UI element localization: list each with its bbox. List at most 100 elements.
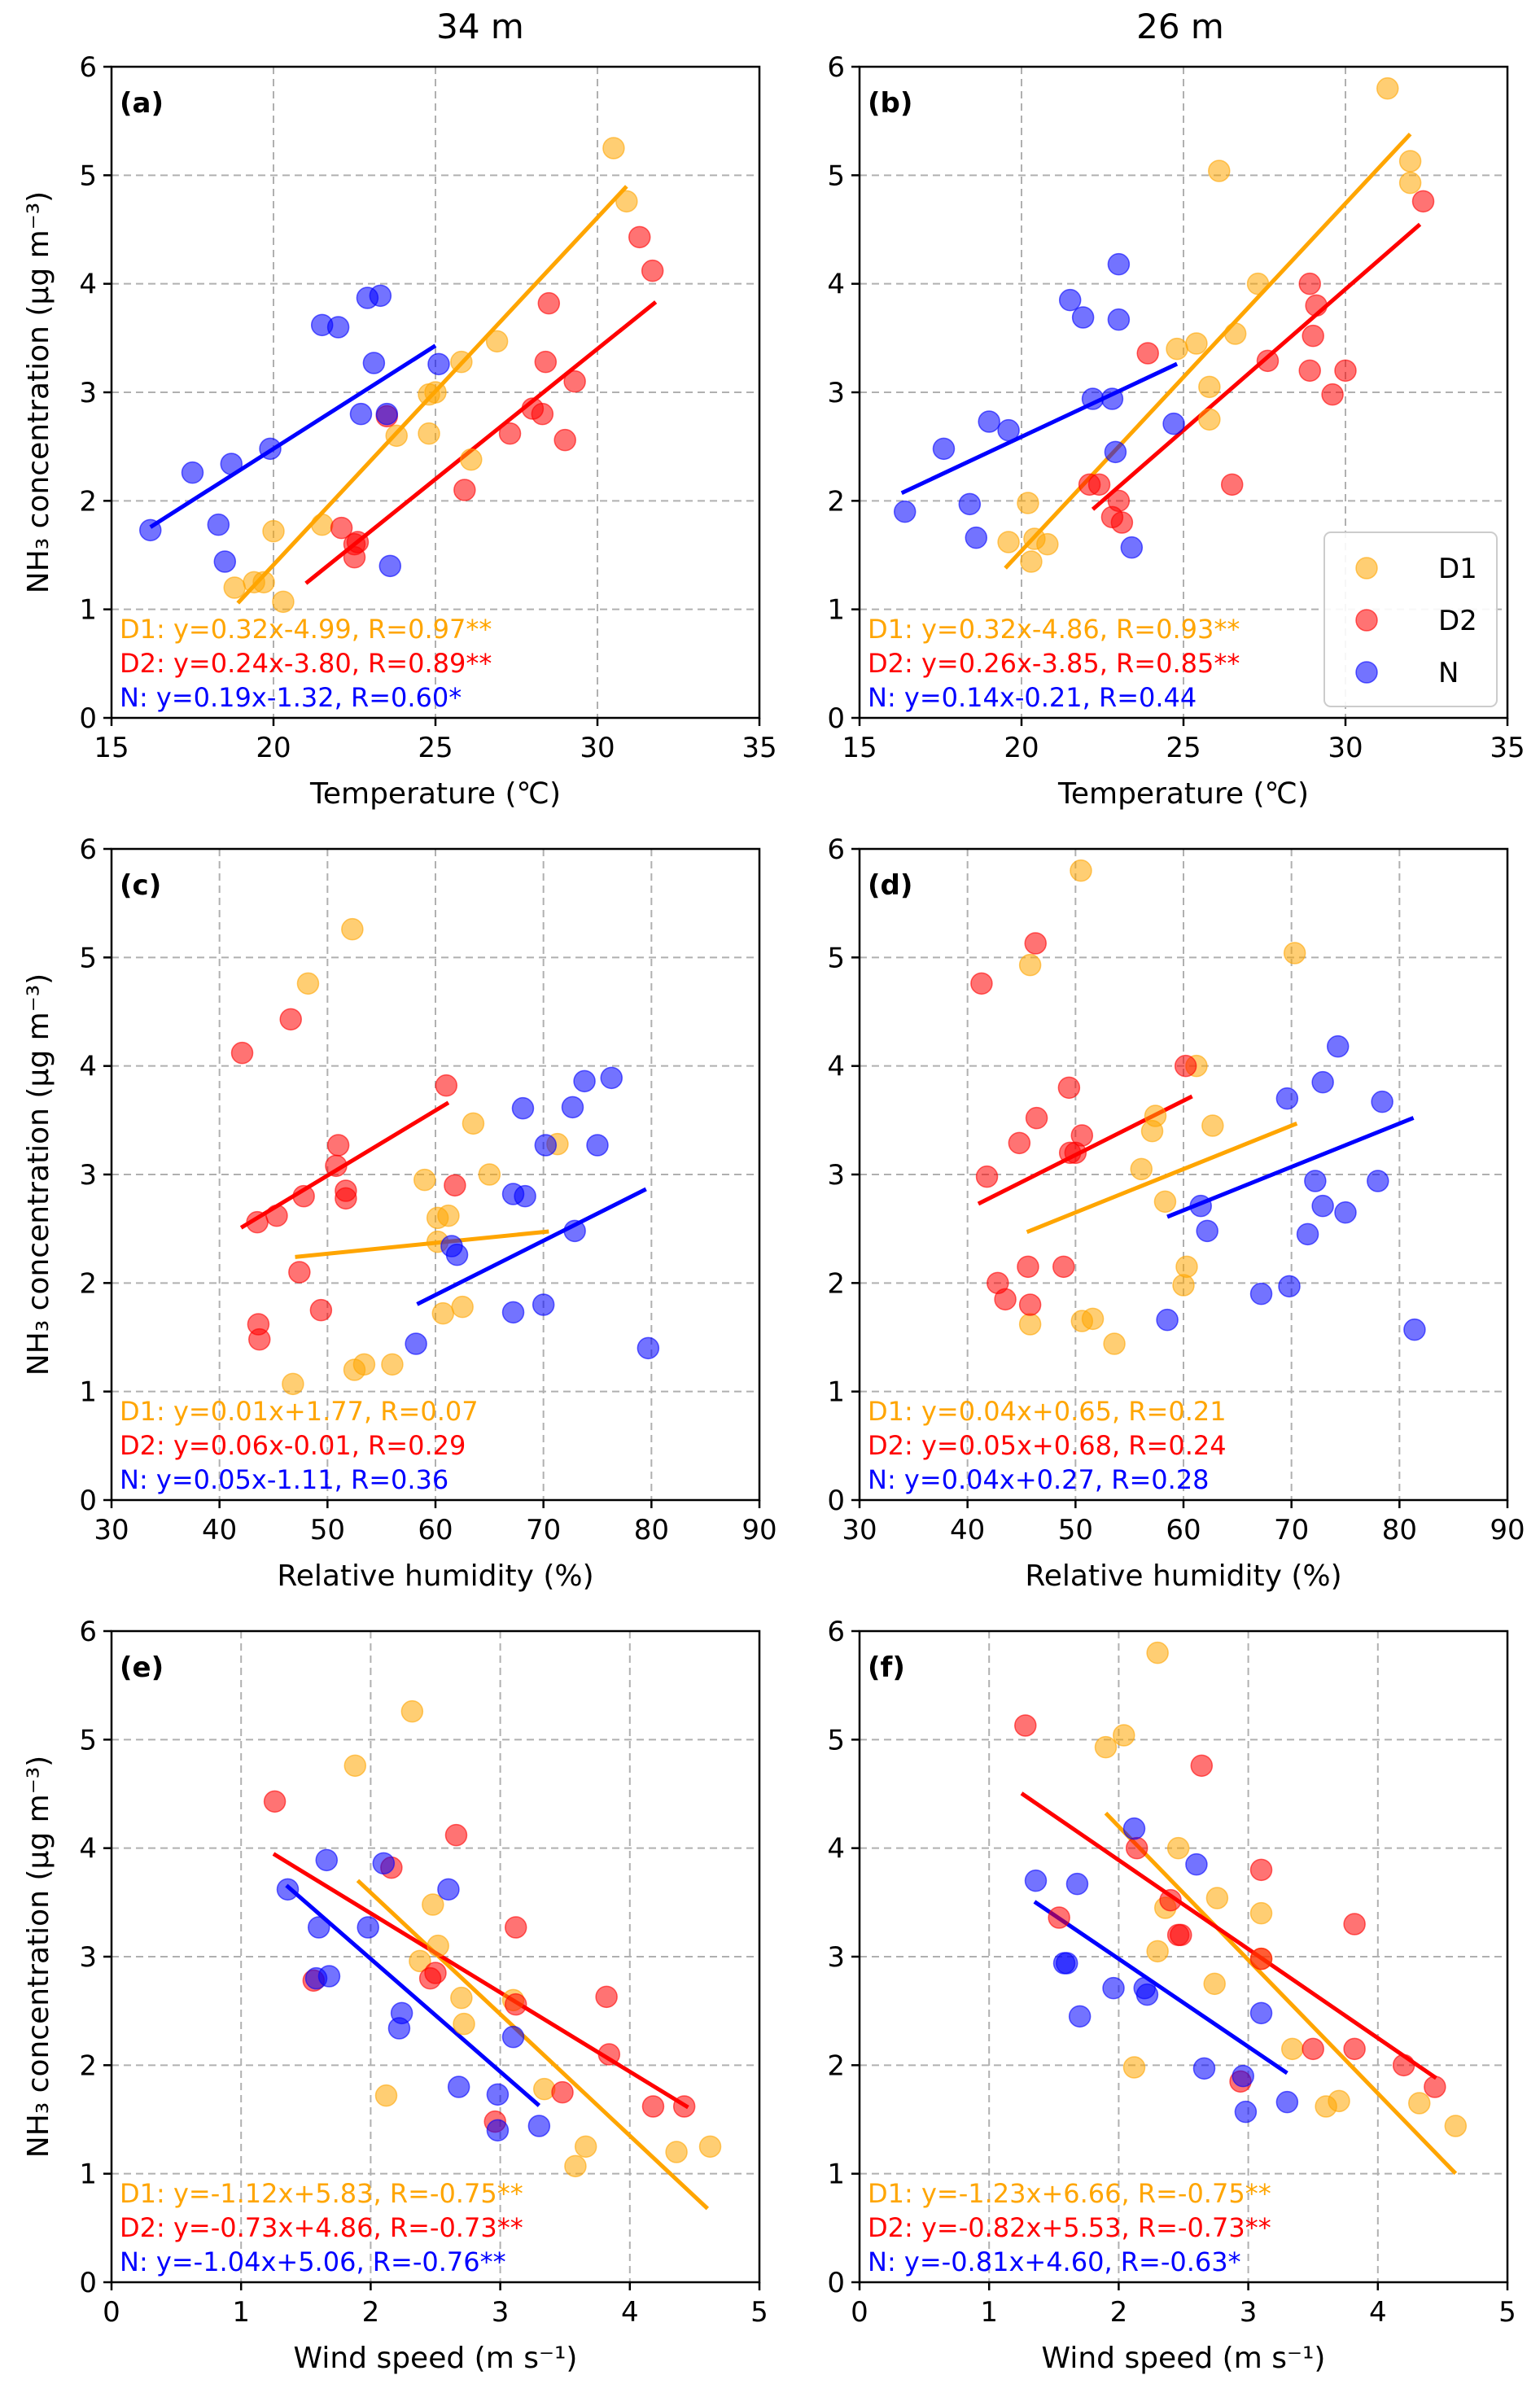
point-n (378, 554, 402, 578)
point-d2 (534, 350, 558, 374)
point-d1 (564, 2154, 587, 2178)
x-tick-label: 90 (1490, 1514, 1525, 1546)
point-n (527, 2115, 551, 2137)
x-axis-label: Temperature (℃) (309, 777, 561, 811)
point-d1 (997, 531, 1020, 553)
x-axis-label: Temperature (℃) (1057, 777, 1309, 811)
y-tick-label: 4 (79, 1051, 97, 1083)
point-d1 (1198, 408, 1221, 431)
point-n (357, 1916, 379, 1939)
point-d1 (602, 137, 625, 160)
x-tick-label: 5 (1498, 2296, 1516, 2329)
panel-label: (f) (868, 1651, 905, 1684)
x-axis-label: Relative humidity (%) (277, 1559, 593, 1593)
fit-line-n (149, 343, 437, 529)
point-d1 (1017, 492, 1039, 514)
point-d1 (437, 1204, 460, 1227)
regression-annotation-d1: D1: y=0.32x-4.99, R=0.97** (120, 614, 492, 645)
y-tick-label: 3 (79, 1941, 97, 1974)
point-d2 (1334, 359, 1357, 383)
point-n (1024, 1869, 1048, 1892)
point-d1 (409, 1949, 431, 1973)
legend-marker-d2 (1355, 609, 1378, 632)
point-d2 (424, 1962, 447, 1984)
point-d2 (1070, 1124, 1094, 1147)
point-d2 (1424, 2076, 1446, 2098)
point-d2 (1298, 359, 1321, 383)
panel-e: 0 1 2 3 4 5 0 1 2 3 4 5 6 Wind speed (m s⁻¹) NH₃ conce… (22, 1616, 768, 2375)
point-n (1326, 1034, 1350, 1058)
point-d1 (1081, 1307, 1105, 1331)
x-tick-label: 1 (980, 2296, 998, 2329)
point-n (978, 410, 1000, 433)
y-tick-label: 2 (79, 2049, 97, 2082)
point-d1 (413, 1168, 436, 1192)
y-tick-label: 0 (827, 1485, 845, 1517)
x-tick-label: 70 (526, 1514, 561, 1546)
fit-line-d1 (295, 1229, 549, 1259)
fit-line-d2 (272, 1852, 689, 2110)
point-n (1120, 536, 1144, 559)
point-n (1275, 1087, 1299, 1110)
point-n (1249, 2001, 1273, 2025)
point-n (1065, 1872, 1089, 1896)
point-d2 (504, 1992, 527, 2016)
point-n (1403, 1318, 1426, 1341)
x-tick-label: 20 (256, 732, 291, 764)
fit-line-d2 (1091, 222, 1422, 511)
point-d2 (444, 1174, 466, 1197)
point-d1 (1203, 1972, 1226, 1996)
point-d2 (288, 1261, 311, 1284)
point-d1 (385, 424, 408, 448)
point-d1 (665, 2141, 688, 2163)
point-n (1367, 1170, 1389, 1192)
regression-annotation-d2: D2: y=0.26x-3.85, R=0.85** (868, 648, 1240, 679)
point-n (1156, 1308, 1179, 1332)
point-n (1192, 2057, 1216, 2080)
point-d1 (424, 381, 447, 404)
point-n (1334, 1201, 1357, 1224)
y-tick-label: 1 (79, 1376, 97, 1409)
legend-label-d2: D2 (1438, 605, 1477, 637)
point-d1 (1407, 2092, 1431, 2115)
x-tick-label: 4 (621, 2296, 639, 2329)
point-d2 (1087, 473, 1111, 496)
point-n (445, 1243, 469, 1266)
point-d1 (223, 576, 246, 599)
point-d1 (615, 190, 638, 213)
point-d1 (453, 2012, 475, 2036)
point-d1 (1283, 942, 1306, 964)
point-d2 (537, 291, 561, 315)
panel-c: 30 40 50 60 70 80 90 0 1 2 3 4 5 6 Relative humidity (… (22, 833, 777, 1593)
y-tick-label: 4 (827, 1833, 845, 1866)
x-tick-label: 60 (1166, 1514, 1201, 1546)
point-n (511, 1096, 535, 1120)
point-d2 (563, 370, 586, 393)
x-tick-label: 50 (310, 1514, 345, 1546)
panel-label: (c) (120, 869, 161, 902)
point-d2 (263, 1790, 287, 1813)
point-d2 (292, 1184, 315, 1208)
point-n (514, 1184, 536, 1208)
point-n (1189, 1194, 1212, 1218)
regression-annotation-d2: D2: y=0.06x-0.01, R=0.29 (120, 1430, 466, 1461)
point-d2 (504, 1916, 527, 1939)
point-d2 (330, 516, 353, 540)
y-tick-label: 6 (827, 833, 845, 866)
point-d1 (1122, 2056, 1146, 2079)
y-tick-label: 5 (827, 942, 845, 974)
point-d1 (272, 590, 295, 614)
point-d2 (435, 1074, 458, 1097)
point-d1 (431, 1301, 455, 1325)
y-tick-label: 5 (827, 1724, 845, 1756)
point-n (1304, 1170, 1327, 1192)
point-n (276, 1878, 300, 1901)
point-n (362, 352, 386, 374)
point-d1 (1398, 150, 1422, 173)
point-d2 (1024, 932, 1047, 955)
legend-marker-n (1355, 661, 1378, 684)
point-n (1278, 1275, 1301, 1298)
point-d2 (335, 1187, 357, 1210)
point-n (600, 1066, 623, 1090)
point-n (375, 402, 399, 426)
